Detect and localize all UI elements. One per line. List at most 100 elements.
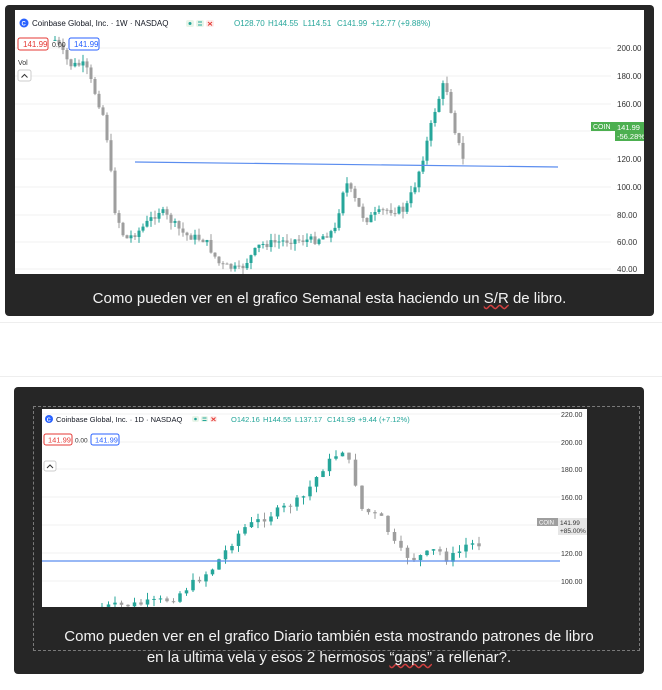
candle-body <box>97 93 101 108</box>
candle-body <box>217 559 221 570</box>
candle-body <box>73 62 77 67</box>
price-tag: COIN 141.99 +85.00% <box>537 518 587 535</box>
candle-body <box>223 550 228 560</box>
candle-body <box>437 98 441 112</box>
chevron-up-icon[interactable] <box>17 69 32 82</box>
spread: 0.00 <box>52 42 66 49</box>
candle-body <box>89 67 93 80</box>
candle-body <box>161 209 165 213</box>
candle-body <box>126 604 130 607</box>
candle-body <box>457 551 462 553</box>
candle-body <box>243 527 247 534</box>
candle-body <box>327 458 332 472</box>
candle-body <box>385 209 389 211</box>
close-icon[interactable] <box>210 416 217 422</box>
candle-body <box>57 39 61 45</box>
daily-candles <box>100 450 481 607</box>
price-tag-change: -56.28% <box>617 132 644 141</box>
symbol-title: Coinbase Global, Inc. · 1W · NASDAQ <box>32 19 169 28</box>
y-tick: 100.00 <box>617 183 642 192</box>
candle-body <box>433 111 437 123</box>
candle-body <box>399 540 403 548</box>
candle-body <box>205 239 209 243</box>
sell-button[interactable] <box>43 433 73 446</box>
candle-body <box>453 112 457 134</box>
candle-body <box>213 252 217 257</box>
caption-line-1: Como pueden ver en el grafico Diario tam… <box>64 628 594 645</box>
candle-body <box>177 221 181 229</box>
y-tick: 200.00 <box>561 440 583 447</box>
eye-icon[interactable] <box>186 20 194 27</box>
candle-body <box>334 456 338 459</box>
gear-icon[interactable] <box>201 416 208 422</box>
candle-body <box>269 240 273 248</box>
chevron-up-icon[interactable] <box>43 460 57 472</box>
close-icon[interactable] <box>206 20 214 27</box>
ohlc-change: +12.77 (+9.88%) <box>371 19 431 28</box>
candle-body <box>345 183 349 193</box>
y-tick: 220.00 <box>561 412 583 419</box>
candle-body <box>379 513 384 516</box>
price-tag-symbol: COIN <box>539 521 554 527</box>
candle-body <box>449 92 453 113</box>
sell-price: 141.99 <box>23 40 48 49</box>
candle-body <box>189 235 193 240</box>
candle-body <box>288 505 293 507</box>
candle-body <box>217 256 221 264</box>
candle-body <box>381 209 385 211</box>
candle-body <box>61 44 65 50</box>
candle-body <box>158 598 163 600</box>
ohlc-low: L137.17 <box>295 415 322 424</box>
buy-button[interactable] <box>68 37 100 51</box>
candle-body <box>341 192 345 214</box>
candle-body <box>353 188 357 199</box>
candle-body <box>409 192 413 204</box>
price-tag-price: 141.99 <box>617 123 640 132</box>
caption-gaps-term: “gaps” <box>389 649 432 666</box>
candle-body <box>113 170 117 214</box>
candle-body <box>209 239 213 253</box>
caption-line-2: en la ultima vela y esos 2 hermosos “gap… <box>146 649 512 666</box>
gear-icon[interactable] <box>196 20 204 27</box>
candle-body <box>262 519 267 522</box>
weekly-chart-card: 200.00 180.00 160.00 120.00 100.00 80.00… <box>5 5 654 316</box>
buy-button[interactable] <box>90 433 120 446</box>
sell-button[interactable] <box>17 37 49 51</box>
y-tick: 160.00 <box>561 495 583 502</box>
candle-body <box>265 244 269 248</box>
candle-body <box>173 221 177 223</box>
candle-body <box>133 235 137 237</box>
candle-body <box>377 209 381 213</box>
candle-body <box>225 263 229 265</box>
candle-body <box>101 107 105 115</box>
candle-body <box>305 239 309 243</box>
candle-body <box>165 598 169 602</box>
candle-body <box>451 552 455 562</box>
candle-body <box>431 549 436 551</box>
candle-body <box>191 579 195 591</box>
daily-chart[interactable]: 220.00 200.00 180.00 160.00 120.00 100.0… <box>42 409 587 607</box>
candle-body <box>297 239 301 241</box>
candle-body <box>301 240 305 243</box>
ohlc-change: +9.44 (+7.12%) <box>358 415 410 424</box>
candle-body <box>277 241 281 243</box>
divider <box>0 322 662 323</box>
candle-body <box>132 602 137 607</box>
candle-body <box>353 459 358 486</box>
trade-buttons: 141.99 0.00 141.99 <box>43 433 120 472</box>
candle-body <box>230 545 234 551</box>
candle-body <box>314 477 319 487</box>
weekly-legend: C Coinbase Global, Inc. · 1W · NASDAQ O1… <box>19 18 431 28</box>
weekly-chart[interactable]: 200.00 180.00 160.00 120.00 100.00 80.00… <box>15 10 644 274</box>
price-tag-symbol: COIN <box>593 124 611 131</box>
candle-body <box>269 516 273 522</box>
candle-body <box>129 235 133 239</box>
candle-body <box>53 39 57 41</box>
buy-price: 141.99 <box>74 40 99 49</box>
price-tag: COIN 141.99 -56.28% <box>591 122 644 141</box>
candle-body <box>141 226 145 231</box>
buy-price: 141.99 <box>95 436 118 445</box>
eye-icon[interactable] <box>192 416 199 422</box>
candle-body <box>417 171 421 188</box>
candle-body <box>145 599 150 605</box>
